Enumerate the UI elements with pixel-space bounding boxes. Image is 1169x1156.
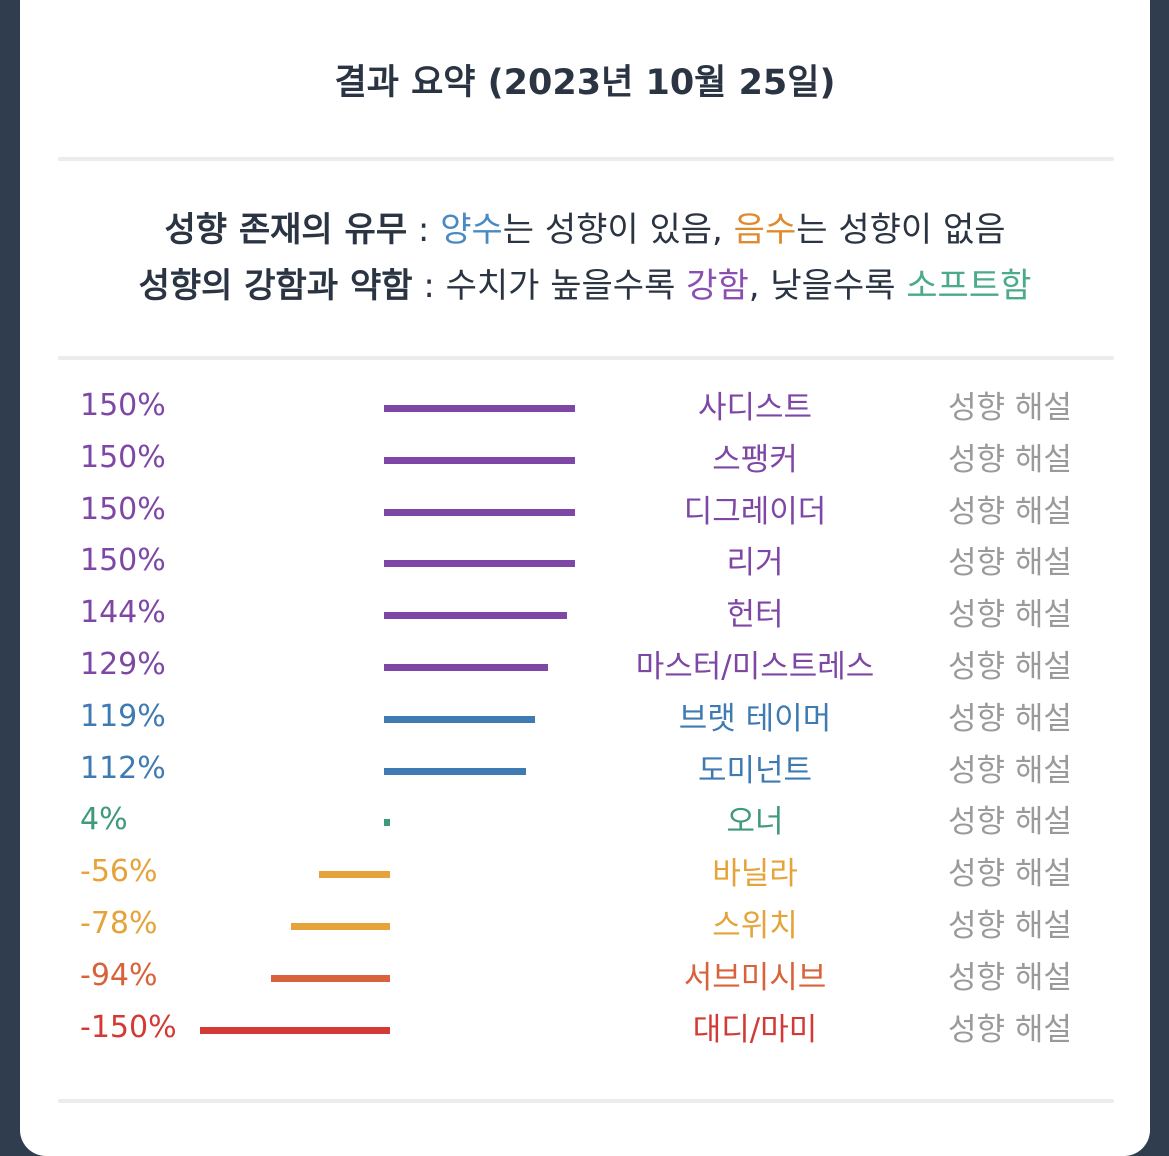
result-name: 헌터 xyxy=(726,597,784,634)
result-name: 대디/마미 xyxy=(692,1011,818,1048)
legend-intensity-label: 성향의 강함과 약함 xyxy=(138,266,413,306)
legend-text: 수치가 높을수록 xyxy=(445,266,687,306)
result-bar xyxy=(270,974,390,982)
result-percent: 129% xyxy=(80,647,166,682)
result-percent: 144% xyxy=(80,595,166,631)
legend-soft-word: 소프트함 xyxy=(906,266,1032,306)
page-title: 결과 요약 (2023년 10월 25일) xyxy=(334,63,836,103)
result-percent: -78% xyxy=(80,906,158,941)
explanation-link[interactable]: 성향 해설 xyxy=(948,649,1072,685)
result-percent: 112% xyxy=(80,750,166,786)
result-bar xyxy=(384,664,548,671)
result-name: 디그레이더 xyxy=(683,493,827,530)
result-bar xyxy=(318,871,390,879)
legend-text: 는 성향이 있음, xyxy=(502,210,734,250)
result-row: 119% 브랫 테이머 성향 해설 xyxy=(20,697,1150,743)
explanation-link[interactable]: 성향 해설 xyxy=(948,856,1072,893)
result-percent: -150% xyxy=(80,1009,177,1045)
result-bar xyxy=(384,405,575,412)
explanation-link[interactable]: 성향 해설 xyxy=(948,700,1072,737)
divider xyxy=(58,157,1114,161)
legend-existence: 성향 존재의 유무 : 양수는 성향이 있음, 음수는 성향이 없음 xyxy=(20,202,1150,251)
result-name: 리거 xyxy=(726,545,784,582)
result-name: 브랫 테이머 xyxy=(678,700,832,737)
explanation-link[interactable]: 성향 해설 xyxy=(948,493,1072,530)
explanation-link[interactable]: 성향 해설 xyxy=(948,908,1072,944)
result-name: 스팽커 xyxy=(712,441,798,478)
result-name: 스위치 xyxy=(712,908,798,944)
result-row: 150% 스팽커 성향 해설 xyxy=(20,438,1150,484)
result-percent: 150% xyxy=(80,491,166,527)
result-bar xyxy=(199,1026,390,1034)
result-bar xyxy=(384,456,575,464)
result-percent: 150% xyxy=(80,439,166,475)
explanation-link[interactable]: 성향 해설 xyxy=(948,441,1072,478)
explanation-link[interactable]: 성향 해설 xyxy=(948,959,1072,996)
result-row: 150% 리거 성향 해설 xyxy=(20,541,1150,587)
explanation-link[interactable]: 성향 해설 xyxy=(948,545,1072,582)
result-row: -78% 스위치 성향 해설 xyxy=(20,904,1150,950)
result-row: 144% 헌터 성향 해설 xyxy=(20,593,1150,639)
result-bar xyxy=(384,767,527,775)
legend-text: 는 성향이 없음 xyxy=(796,210,1006,250)
result-summary-card: 결과 요약 (2023년 10월 25일) 성향 존재의 유무 : 양수는 성향… xyxy=(20,0,1150,1156)
result-name: 사디스트 xyxy=(697,390,813,426)
result-name: 오너 xyxy=(726,804,784,841)
legend-existence-label: 성향 존재의 유무 xyxy=(164,210,408,250)
result-row: -94% 서브미시브 성향 해설 xyxy=(20,956,1150,1002)
result-row: 4% 오너 성향 해설 xyxy=(20,800,1150,846)
legend-text: , 낮을수록 xyxy=(748,266,907,306)
legend-negative-word: 음수 xyxy=(733,210,797,250)
explanation-link[interactable]: 성향 해설 xyxy=(948,390,1072,426)
result-row: 112% 도미넌트 성향 해설 xyxy=(20,749,1150,795)
result-row: 129% 마스터/미스트레스 성향 해설 xyxy=(20,645,1150,691)
result-bar xyxy=(384,508,575,516)
result-row: -150% 대디/마미 성향 해설 xyxy=(20,1008,1150,1054)
divider xyxy=(58,1099,1114,1103)
result-row: -56% 바닐라 성향 해설 xyxy=(20,852,1150,898)
divider xyxy=(58,356,1114,360)
legend-strong-word: 강함 xyxy=(686,266,749,306)
result-bar xyxy=(384,715,536,723)
result-percent: 150% xyxy=(80,543,166,579)
legend-separator: : xyxy=(412,266,446,306)
result-percent: 119% xyxy=(80,698,166,734)
explanation-link[interactable]: 성향 해설 xyxy=(948,1011,1072,1048)
explanation-link[interactable]: 성향 해설 xyxy=(948,752,1072,789)
result-bar xyxy=(290,923,390,930)
result-percent: -56% xyxy=(80,854,158,890)
result-name: 마스터/미스트레스 xyxy=(635,649,875,685)
result-name: 도미넌트 xyxy=(697,752,813,789)
result-percent: -94% xyxy=(80,957,158,993)
result-row: 150% 사디스트 성향 해설 xyxy=(20,386,1150,432)
legend-intensity: 성향의 강함과 약함 : 수치가 높을수록 강함, 낮을수록 소프트함 xyxy=(20,258,1150,307)
legend-separator: : xyxy=(407,210,441,250)
result-name: 바닐라 xyxy=(712,856,798,893)
explanation-link[interactable]: 성향 해설 xyxy=(948,597,1072,634)
result-bar xyxy=(384,612,567,620)
result-percent: 4% xyxy=(80,802,128,838)
legend-positive-word: 양수 xyxy=(440,210,503,250)
result-bar xyxy=(384,560,575,568)
result-row: 150% 디그레이더 성향 해설 xyxy=(20,490,1150,536)
result-bar xyxy=(384,819,390,827)
result-percent: 150% xyxy=(80,388,166,423)
explanation-link[interactable]: 성향 해설 xyxy=(948,804,1072,841)
result-name: 서브미시브 xyxy=(683,959,827,996)
